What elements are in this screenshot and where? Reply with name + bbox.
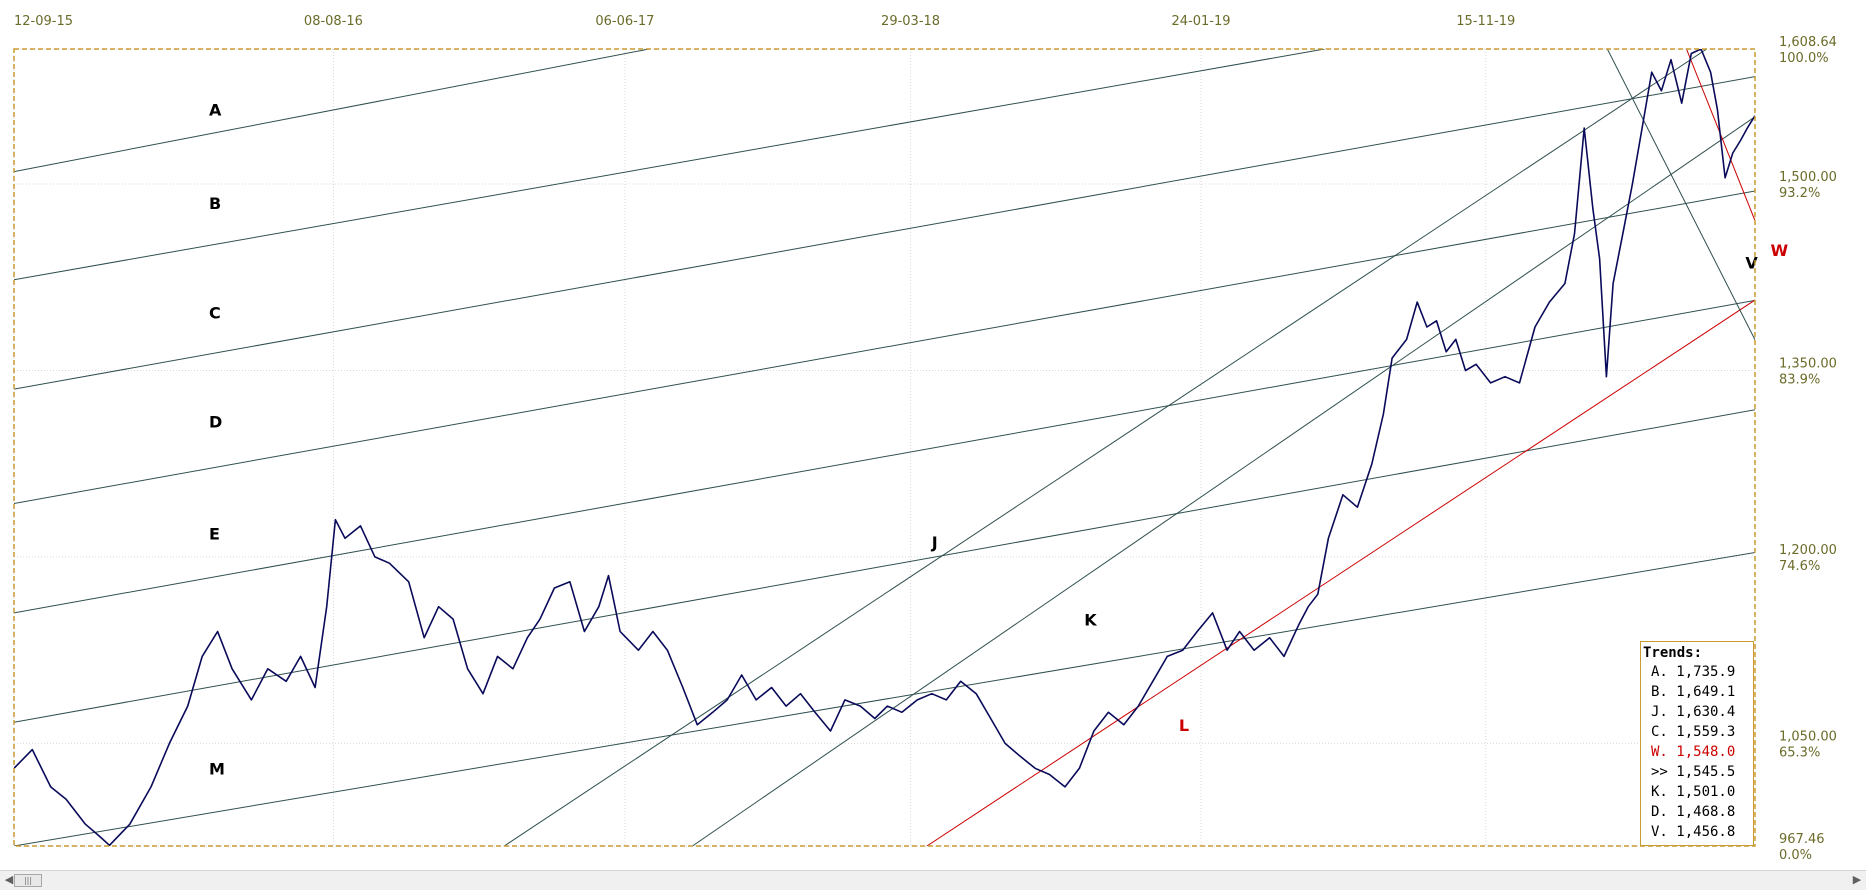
trendline <box>692 116 1755 846</box>
legend-row: C. 1,559.3 <box>1651 724 1736 740</box>
trendline <box>14 409 1755 723</box>
legend-row: V. 1,456.8 <box>1651 824 1736 840</box>
trendline-group <box>14 49 1755 846</box>
legend-row: W. 1,548.0 <box>1651 744 1736 760</box>
trendline <box>14 76 1755 390</box>
x-tick-label: 15-11-19 <box>1456 14 1515 29</box>
trendline-label: A <box>209 101 222 120</box>
y-tick-price-label: 1,500.00 <box>1779 170 1837 185</box>
legend-row: A. 1,735.9 <box>1651 664 1736 680</box>
y-tick-percent-label: 0.0% <box>1779 848 1812 863</box>
price-chart: 12-09-15 08-08-16 06-06-17 29-03-18 24-01-19… <box>13 14 1837 863</box>
trendline-label: L <box>1179 716 1189 735</box>
legend-row: K. 1,501.0 <box>1651 784 1736 800</box>
trendline <box>14 49 1325 281</box>
legend-row: J. 1,630.4 <box>1651 704 1736 720</box>
x-tick-label: 08-08-16 <box>304 14 363 29</box>
legend-title: Trends: <box>1643 645 1703 661</box>
plot-frame <box>13 48 1756 847</box>
trendline-label: M <box>209 759 225 778</box>
x-tick-label: 24-01-19 <box>1172 14 1231 29</box>
price-series-line <box>14 49 1755 846</box>
y-tick-price-label: 1,608.64 <box>1779 35 1837 50</box>
y-tick-percent-label: 83.9% <box>1779 372 1820 387</box>
y-tick-price-label: 1,200.00 <box>1779 543 1837 558</box>
grip-icon: ||| <box>23 876 33 885</box>
trendline <box>503 49 1708 846</box>
arrow-right-icon[interactable]: ▶ <box>1852 873 1862 886</box>
arrow-left-icon[interactable]: ◀ <box>4 873 14 886</box>
y-tick-price-label: 967.46 <box>1779 832 1825 847</box>
trendline <box>14 49 650 173</box>
trends-legend: Trends: A. 1,735.9 B. 1,649.1 J. 1,630.4 C.… <box>1640 641 1754 846</box>
scroll-thumb[interactable]: ||| <box>14 874 42 887</box>
y-tick-price-label: 1,350.00 <box>1779 356 1837 371</box>
legend-row: >> 1,545.5 <box>1651 764 1736 780</box>
trendline-label: J <box>931 533 938 552</box>
x-tick-label: 06-06-17 <box>595 14 654 29</box>
trendline <box>14 190 1755 504</box>
trendline <box>14 299 1755 614</box>
trendline-label: C <box>209 303 221 322</box>
trendline-label: W <box>1770 241 1788 260</box>
trendline-label: B <box>209 194 221 213</box>
trendline-label: K <box>1084 610 1097 629</box>
trendline <box>1686 49 1755 222</box>
y-tick-percent-label: 65.3% <box>1779 745 1820 760</box>
y-tick-percent-label: 100.0% <box>1779 51 1829 66</box>
legend-row: B. 1,649.1 <box>1651 684 1736 700</box>
trendline-label: E <box>209 525 220 544</box>
y-tick-percent-label: 74.6% <box>1779 559 1820 574</box>
y-tick-price-label: 1,050.00 <box>1779 729 1837 744</box>
y-tick-percent-label: 93.2% <box>1779 186 1820 201</box>
trendline <box>1606 49 1755 341</box>
x-tick-label: 12-09-15 <box>14 14 73 29</box>
x-tick-label: 29-03-18 <box>881 14 940 29</box>
trendline <box>14 551 1755 846</box>
trendline-label: D <box>209 413 222 432</box>
legend-row: D. 1,468.8 <box>1651 804 1736 820</box>
trendline <box>926 299 1755 846</box>
trendline-label: V <box>1745 254 1758 273</box>
horizontal-scrollbar[interactable]: ◀ ||| ▶ <box>0 870 1866 890</box>
